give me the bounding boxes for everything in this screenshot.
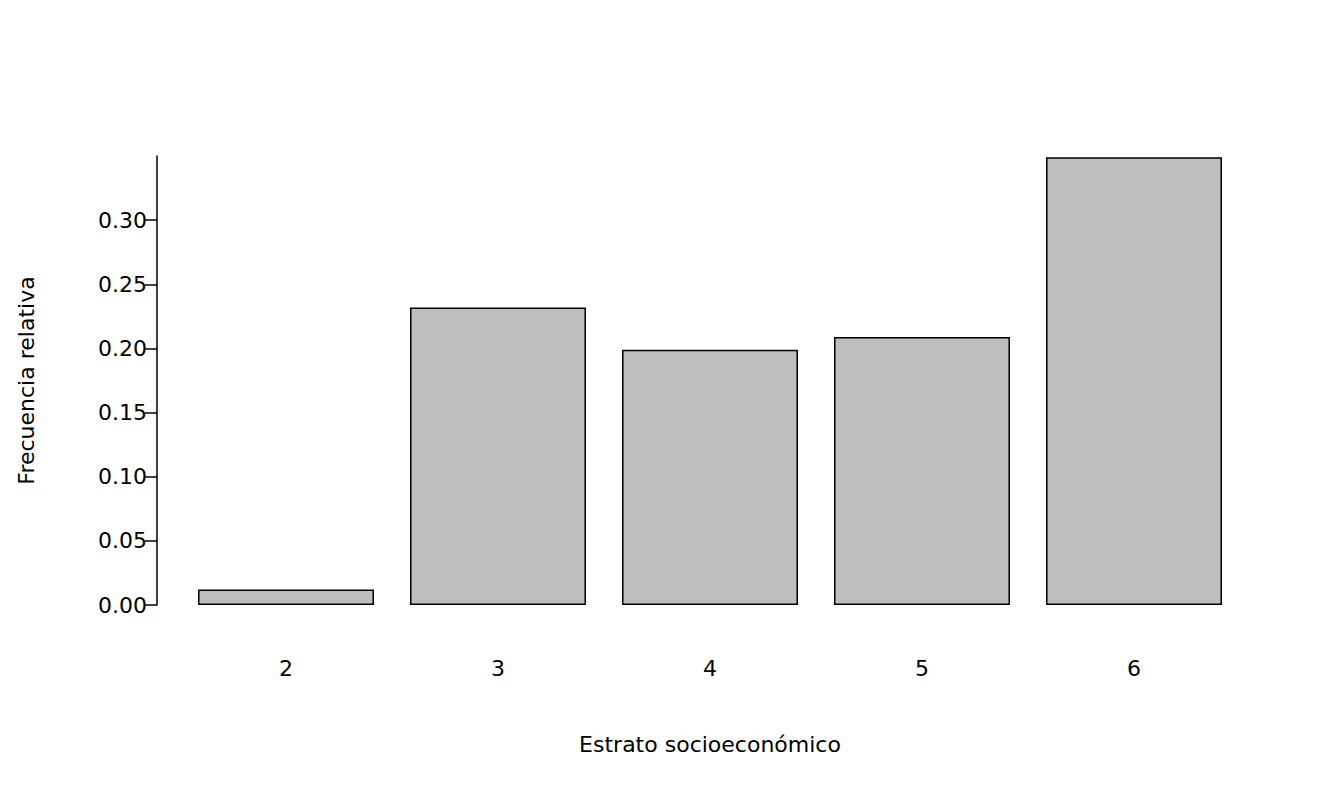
svg-text:Frecuencia relativa: Frecuencia relativa (14, 276, 39, 484)
svg-text:2: 2 (279, 656, 293, 681)
svg-text:4: 4 (703, 656, 717, 681)
svg-text:0.25: 0.25 (98, 272, 147, 297)
svg-text:0.30: 0.30 (98, 208, 147, 233)
svg-text:0.10: 0.10 (98, 464, 147, 489)
svg-text:6: 6 (1127, 656, 1141, 681)
svg-text:0.00: 0.00 (98, 593, 147, 618)
svg-text:3: 3 (491, 656, 505, 681)
svg-text:5: 5 (915, 656, 929, 681)
svg-text:0.05: 0.05 (98, 528, 147, 553)
svg-text:0.20: 0.20 (98, 336, 147, 361)
svg-text:Estrato socioeconómico: Estrato socioeconómico (579, 732, 841, 757)
svg-text:0.15: 0.15 (98, 400, 147, 425)
